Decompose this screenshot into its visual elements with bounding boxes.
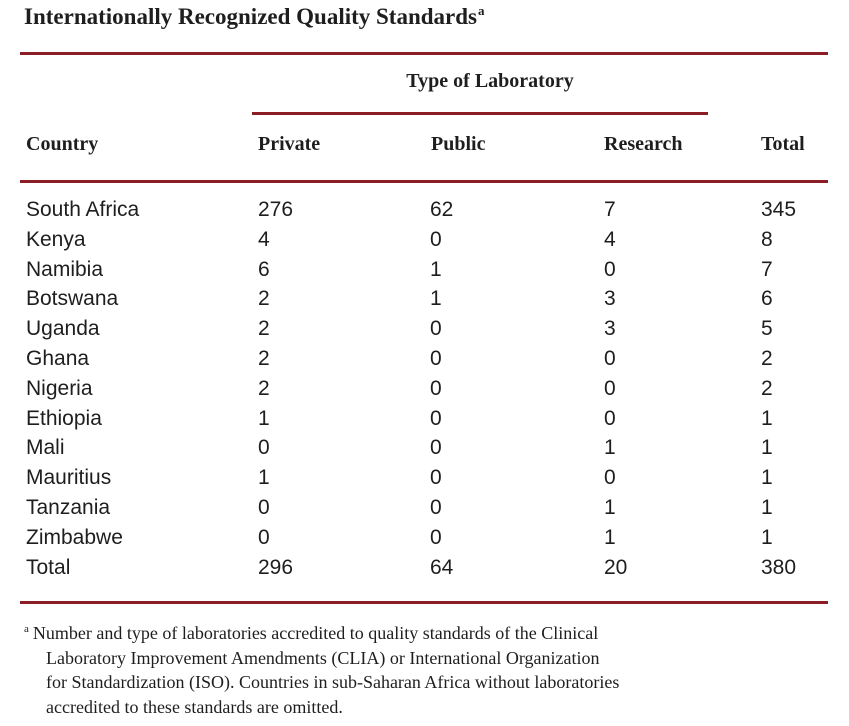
cell-private: 296 — [258, 555, 294, 579]
column-header-research: Research — [604, 133, 683, 155]
cell-total: 5 — [761, 317, 773, 341]
cell-country: Nigeria — [26, 376, 93, 400]
cell-public: 0 — [430, 406, 442, 430]
cell-research: 4 — [604, 227, 616, 251]
cell-private: 1 — [258, 406, 270, 430]
cell-public: 0 — [430, 227, 442, 251]
cell-country: Botswana — [26, 287, 119, 311]
cell-total: 1 — [761, 466, 773, 490]
table-body: South Africa 276 62 7 345 Kenya 4 0 4 8 … — [0, 195, 849, 582]
cell-public: 1 — [430, 287, 442, 311]
cell-private: 2 — [258, 287, 270, 311]
cell-private: 6 — [258, 257, 270, 281]
table-row: Tanzania 0 0 1 1 — [0, 493, 849, 523]
cell-total: 380 — [761, 555, 797, 579]
cell-total: 2 — [761, 376, 773, 400]
cell-private: 0 — [258, 436, 270, 460]
cell-country: Kenya — [26, 227, 86, 251]
cell-research: 1 — [604, 495, 616, 519]
cell-country: Uganda — [26, 317, 100, 341]
cell-research: 0 — [604, 346, 616, 370]
table-row: Kenya 4 0 4 8 — [0, 225, 849, 255]
cell-public: 64 — [430, 555, 454, 579]
footnote-line: accredited to these standards are omitte… — [46, 696, 343, 717]
cell-private: 0 — [258, 495, 270, 519]
cell-private: 276 — [258, 198, 294, 221]
cell-public: 0 — [430, 376, 442, 400]
cell-research: 1 — [604, 436, 616, 460]
table-row: Namibia 6 1 0 7 — [0, 255, 849, 285]
cell-country: South Africa — [26, 198, 140, 221]
cell-private: 0 — [258, 525, 270, 549]
title-footnote-marker: a — [478, 3, 485, 18]
cell-private: 2 — [258, 376, 270, 400]
footnote-line: Laboratory Improvement Amendments (CLIA)… — [46, 647, 600, 668]
cell-country: Tanzania — [26, 495, 111, 519]
cell-public: 0 — [430, 525, 442, 549]
cell-total: 345 — [761, 198, 797, 221]
column-header-country: Country — [26, 133, 99, 155]
footnote-line: a Number and type of laboratories accredi… — [24, 617, 824, 646]
cell-research: 3 — [604, 287, 616, 311]
cell-country: Ghana — [26, 346, 90, 370]
table-row: South Africa 276 62 7 345 — [0, 195, 849, 225]
table-title: Internationally Recognized Quality Stand… — [24, 3, 485, 30]
cell-private: 2 — [258, 317, 270, 341]
cell-public: 0 — [430, 495, 442, 519]
footnote-text: Number and type of laboratories accredit… — [32, 623, 599, 643]
column-header-private: Private — [258, 133, 321, 155]
table-row: Uganda 2 0 3 5 — [0, 314, 849, 344]
cell-total: 8 — [761, 227, 773, 251]
cell-public: 0 — [430, 346, 442, 370]
group-header-rule — [252, 112, 708, 115]
cell-country: Total — [26, 555, 71, 579]
table-row: Mali 0 0 1 1 — [0, 433, 849, 463]
table-row: Zimbabwe 0 0 1 1 — [0, 523, 849, 553]
cell-country: Mauritius — [26, 466, 112, 490]
cell-public: 0 — [430, 436, 442, 460]
table-row: Nigeria 2 0 0 2 — [0, 374, 849, 404]
group-header-type-of-laboratory: Type of Laboratory — [406, 70, 574, 92]
table-row: Ethiopia 1 0 0 1 — [0, 404, 849, 434]
cell-research: 7 — [604, 198, 616, 221]
cell-research: 1 — [604, 525, 616, 549]
footnote-marker: a — [24, 623, 29, 635]
cell-public: 62 — [430, 198, 454, 221]
table-row: Botswana 2 1 3 6 — [0, 284, 849, 314]
cell-research: 0 — [604, 406, 616, 430]
bottom-rule — [20, 601, 828, 604]
cell-total: 7 — [761, 257, 773, 281]
table-title-text: Internationally Recognized Quality Stand… — [24, 4, 478, 29]
table-row: Ghana 2 0 0 2 — [0, 344, 849, 374]
cell-public: 1 — [430, 257, 442, 281]
footnote-line: for Standardization (ISO). Countries in … — [46, 672, 620, 692]
cell-country: Mali — [26, 436, 65, 460]
cell-research: 3 — [604, 317, 616, 341]
cell-public: 0 — [430, 466, 442, 490]
cell-total: 2 — [761, 346, 773, 370]
table-row-total: Total 296 64 20 380 — [0, 553, 849, 583]
cell-private: 4 — [258, 227, 270, 251]
cell-public: 0 — [430, 317, 442, 341]
cell-research: 0 — [604, 257, 616, 281]
cell-country: Namibia — [26, 257, 104, 281]
cell-research: 0 — [604, 376, 616, 400]
top-rule — [20, 52, 828, 55]
column-header-total: Total — [761, 133, 805, 155]
cell-private: 1 — [258, 466, 270, 490]
cell-total: 1 — [761, 436, 773, 460]
cell-total: 1 — [761, 406, 773, 430]
cell-country: Zimbabwe — [26, 525, 123, 549]
cell-total: 1 — [761, 495, 773, 519]
cell-country: Ethiopia — [26, 406, 102, 430]
cell-private: 2 — [258, 346, 270, 370]
table-footnote: a Number and type of laboratories accredi… — [24, 617, 824, 719]
header-rule — [20, 180, 828, 183]
cell-total: 6 — [761, 287, 773, 311]
column-header-public: Public — [431, 133, 486, 155]
cell-total: 1 — [761, 525, 773, 549]
cell-research: 20 — [604, 555, 628, 579]
table-row: Mauritius 1 0 0 1 — [0, 463, 849, 493]
cell-research: 0 — [604, 466, 616, 490]
